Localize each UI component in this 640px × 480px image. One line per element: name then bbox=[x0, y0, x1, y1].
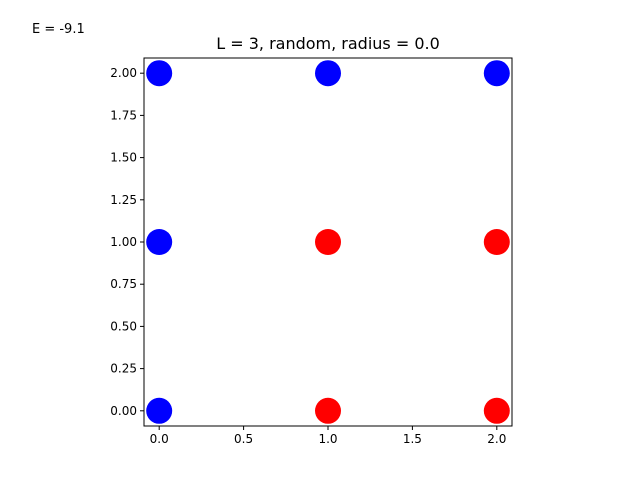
y-tick-label: 1.25 bbox=[110, 193, 137, 207]
y-tick-label: 1.75 bbox=[110, 108, 137, 122]
plot-marks bbox=[146, 60, 510, 424]
spin-point-red bbox=[315, 397, 341, 424]
energy-label: E = -9.1 bbox=[32, 22, 85, 37]
y-tick-label: 2.00 bbox=[110, 66, 137, 80]
y-tick-label: 1.50 bbox=[110, 151, 137, 165]
x-tick-label: 2.0 bbox=[487, 432, 506, 446]
spin-point-blue bbox=[483, 60, 510, 87]
spin-point-blue bbox=[146, 229, 173, 255]
y-tick-label: 0.50 bbox=[110, 319, 137, 333]
y-tick-label: 0.75 bbox=[110, 277, 137, 291]
spin-point-red bbox=[315, 229, 341, 255]
spin-point-red bbox=[483, 229, 510, 255]
x-tick-label: 1.0 bbox=[318, 432, 337, 446]
y-axis: 0.00 0.25 0.50 0.75 1.00 1.25 1.50 1.75 2.00 bbox=[110, 66, 144, 418]
x-tick-label: 0.5 bbox=[234, 432, 253, 446]
spin-point-blue bbox=[146, 397, 173, 424]
y-tick-label: 0.00 bbox=[110, 404, 137, 418]
x-tick-label: 1.5 bbox=[403, 432, 422, 446]
y-tick-label: 1.00 bbox=[110, 235, 137, 249]
chart-title: L = 3, random, radius = 0.0 bbox=[216, 34, 440, 53]
y-tick-label: 0.25 bbox=[110, 362, 137, 376]
spin-point-red bbox=[483, 397, 510, 424]
x-axis: 0.0 0.5 1.0 1.5 2.0 bbox=[150, 426, 506, 446]
spin-point-blue bbox=[315, 60, 341, 87]
spin-point-blue bbox=[146, 60, 173, 87]
x-tick-label: 0.0 bbox=[150, 432, 169, 446]
